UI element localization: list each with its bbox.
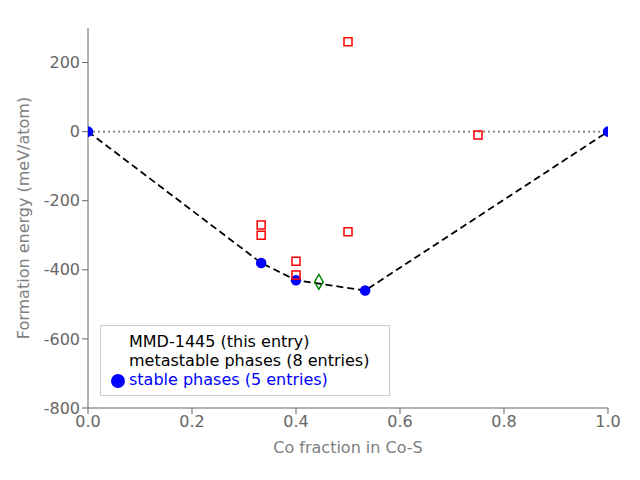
svg-text:-200: -200 [44,191,80,210]
svg-text:1.0: 1.0 [595,412,620,431]
svg-text:-400: -400 [44,260,80,279]
svg-text:0.0: 0.0 [75,412,101,432]
svg-text:0.2: 0.2 [179,412,204,431]
svg-text:-800: -800 [44,399,80,418]
html-text:stable phases (5 entries): stable phases (5 entries) [129,370,328,389]
html-text:MMD-1445 (this entry): MMD-1445 (this entry) [129,332,310,351]
svg-text:-600: -600 [44,330,80,349]
svg-text:Formation energy (meV/atom): Formation energy (meV/atom) [14,97,33,339]
html-text:metastable phases (8 entries): metastable phases (8 entries) [129,351,370,370]
svg-text:Co fraction in Co-S: Co fraction in Co-S [273,438,422,457]
svg-text:0.6: 0.6 [387,412,412,431]
svg-text:0: 0 [70,122,80,141]
svg-text:0.8: 0.8 [491,412,516,431]
svg-text:200: 200 [49,53,80,72]
svg-text:0.4: 0.4 [283,412,308,431]
